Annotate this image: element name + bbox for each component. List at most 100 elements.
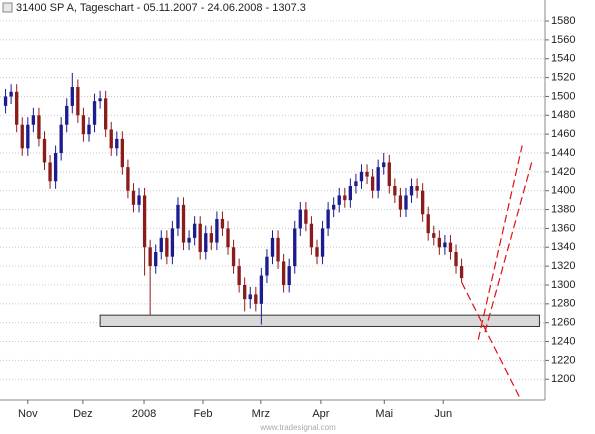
candle-body (259, 275, 264, 304)
chart-title: 31400 SP A, Tageschart - 05.11.2007 - 24… (16, 2, 306, 14)
candle-body (459, 266, 464, 279)
candle-body (215, 218, 219, 243)
candle-body (98, 98, 102, 102)
candle-body (343, 195, 347, 201)
candle-body (276, 237, 280, 262)
candle-body (209, 233, 213, 243)
y-tick-label: 1520 (551, 71, 575, 83)
candle-body (48, 162, 52, 182)
candle-body (393, 186, 397, 196)
candle-body (176, 204, 180, 229)
y-tick-label: 1240 (551, 335, 575, 347)
candle-body (76, 87, 80, 116)
candle-body (109, 129, 113, 149)
y-tick-label: 1260 (551, 317, 575, 329)
projection-line (477, 145, 523, 340)
candle-body (154, 251, 158, 267)
candle-body (365, 171, 369, 177)
candle-body (432, 233, 436, 238)
candle-body (304, 209, 308, 224)
y-tick-label: 1280 (551, 298, 575, 310)
y-tick-label: 1540 (551, 53, 575, 65)
candle-body (115, 138, 119, 149)
candle-body (415, 186, 419, 191)
candle-body (226, 228, 230, 248)
x-tick-label: Nov (18, 408, 38, 420)
x-tick-label: Dez (73, 408, 93, 420)
y-tick-label: 1420 (551, 166, 575, 178)
candle-body (192, 223, 197, 238)
candle-body (387, 162, 391, 187)
y-tick-label: 1580 (551, 15, 575, 27)
candle-body (31, 115, 36, 125)
y-tick-label: 1440 (551, 147, 575, 159)
candle-body (293, 228, 297, 267)
x-tick-label: Apr (312, 408, 329, 420)
candle-body (65, 105, 69, 125)
candle-body (326, 209, 330, 229)
candle-body (59, 124, 63, 154)
candle-body (404, 195, 408, 210)
candle-body (281, 261, 286, 285)
y-tick-label: 1300 (551, 279, 575, 291)
candle-body (332, 204, 336, 210)
y-tick-label: 1220 (551, 354, 575, 366)
candle-body (70, 87, 74, 106)
candle-body (198, 223, 202, 252)
candle-body (26, 124, 30, 149)
candle-body (298, 209, 302, 229)
y-tick-label: 1560 (551, 34, 575, 46)
candle-body (87, 124, 91, 135)
candle-body (3, 96, 8, 106)
y-tick-label: 1380 (551, 203, 575, 215)
candle-body (9, 91, 13, 97)
candle-body (20, 124, 24, 149)
candle-body (81, 115, 86, 135)
candle-body (181, 204, 186, 243)
candle-body (220, 218, 225, 229)
candle-body (165, 237, 169, 257)
candle-body (231, 247, 236, 267)
y-tick-label: 1480 (551, 109, 575, 121)
candle-body (42, 138, 47, 163)
candle-body (131, 190, 136, 205)
support-zone (99, 314, 540, 327)
candle-body (443, 242, 447, 248)
candle-body (148, 247, 152, 267)
candle-body (287, 266, 291, 285)
candle-body (142, 195, 147, 248)
candle-body (243, 284, 247, 300)
y-tick-label: 1360 (551, 222, 575, 234)
candle-body (137, 195, 141, 205)
candle-body (409, 186, 414, 196)
candle-body (120, 138, 125, 168)
y-tick-label: 1320 (551, 260, 575, 272)
candle-body (454, 251, 458, 267)
candle-body (265, 256, 269, 276)
candle-body (270, 237, 275, 257)
x-tick-label: Mrz (252, 408, 270, 420)
candle-body (315, 247, 319, 257)
candle-body (309, 223, 314, 248)
candle-body (359, 171, 364, 182)
candle-body (187, 237, 191, 243)
candle-body (53, 153, 58, 182)
candle-body (376, 167, 380, 191)
candle-body (370, 176, 375, 191)
candle-body (382, 162, 386, 168)
x-tick-label: Jun (434, 408, 452, 420)
candle-body (159, 237, 163, 252)
candle-body (337, 195, 341, 205)
title-icon (2, 2, 13, 13)
candle-body (170, 228, 175, 257)
candle-body (204, 233, 208, 252)
watermark: www.tradesignal.com (259, 423, 336, 432)
candle-body (448, 242, 453, 252)
y-tick-label: 1500 (551, 90, 575, 102)
candle-body (348, 186, 353, 201)
candle-body (320, 228, 325, 257)
y-tick-label: 1460 (551, 128, 575, 140)
candle-body (398, 195, 403, 210)
candle-body (426, 214, 430, 234)
